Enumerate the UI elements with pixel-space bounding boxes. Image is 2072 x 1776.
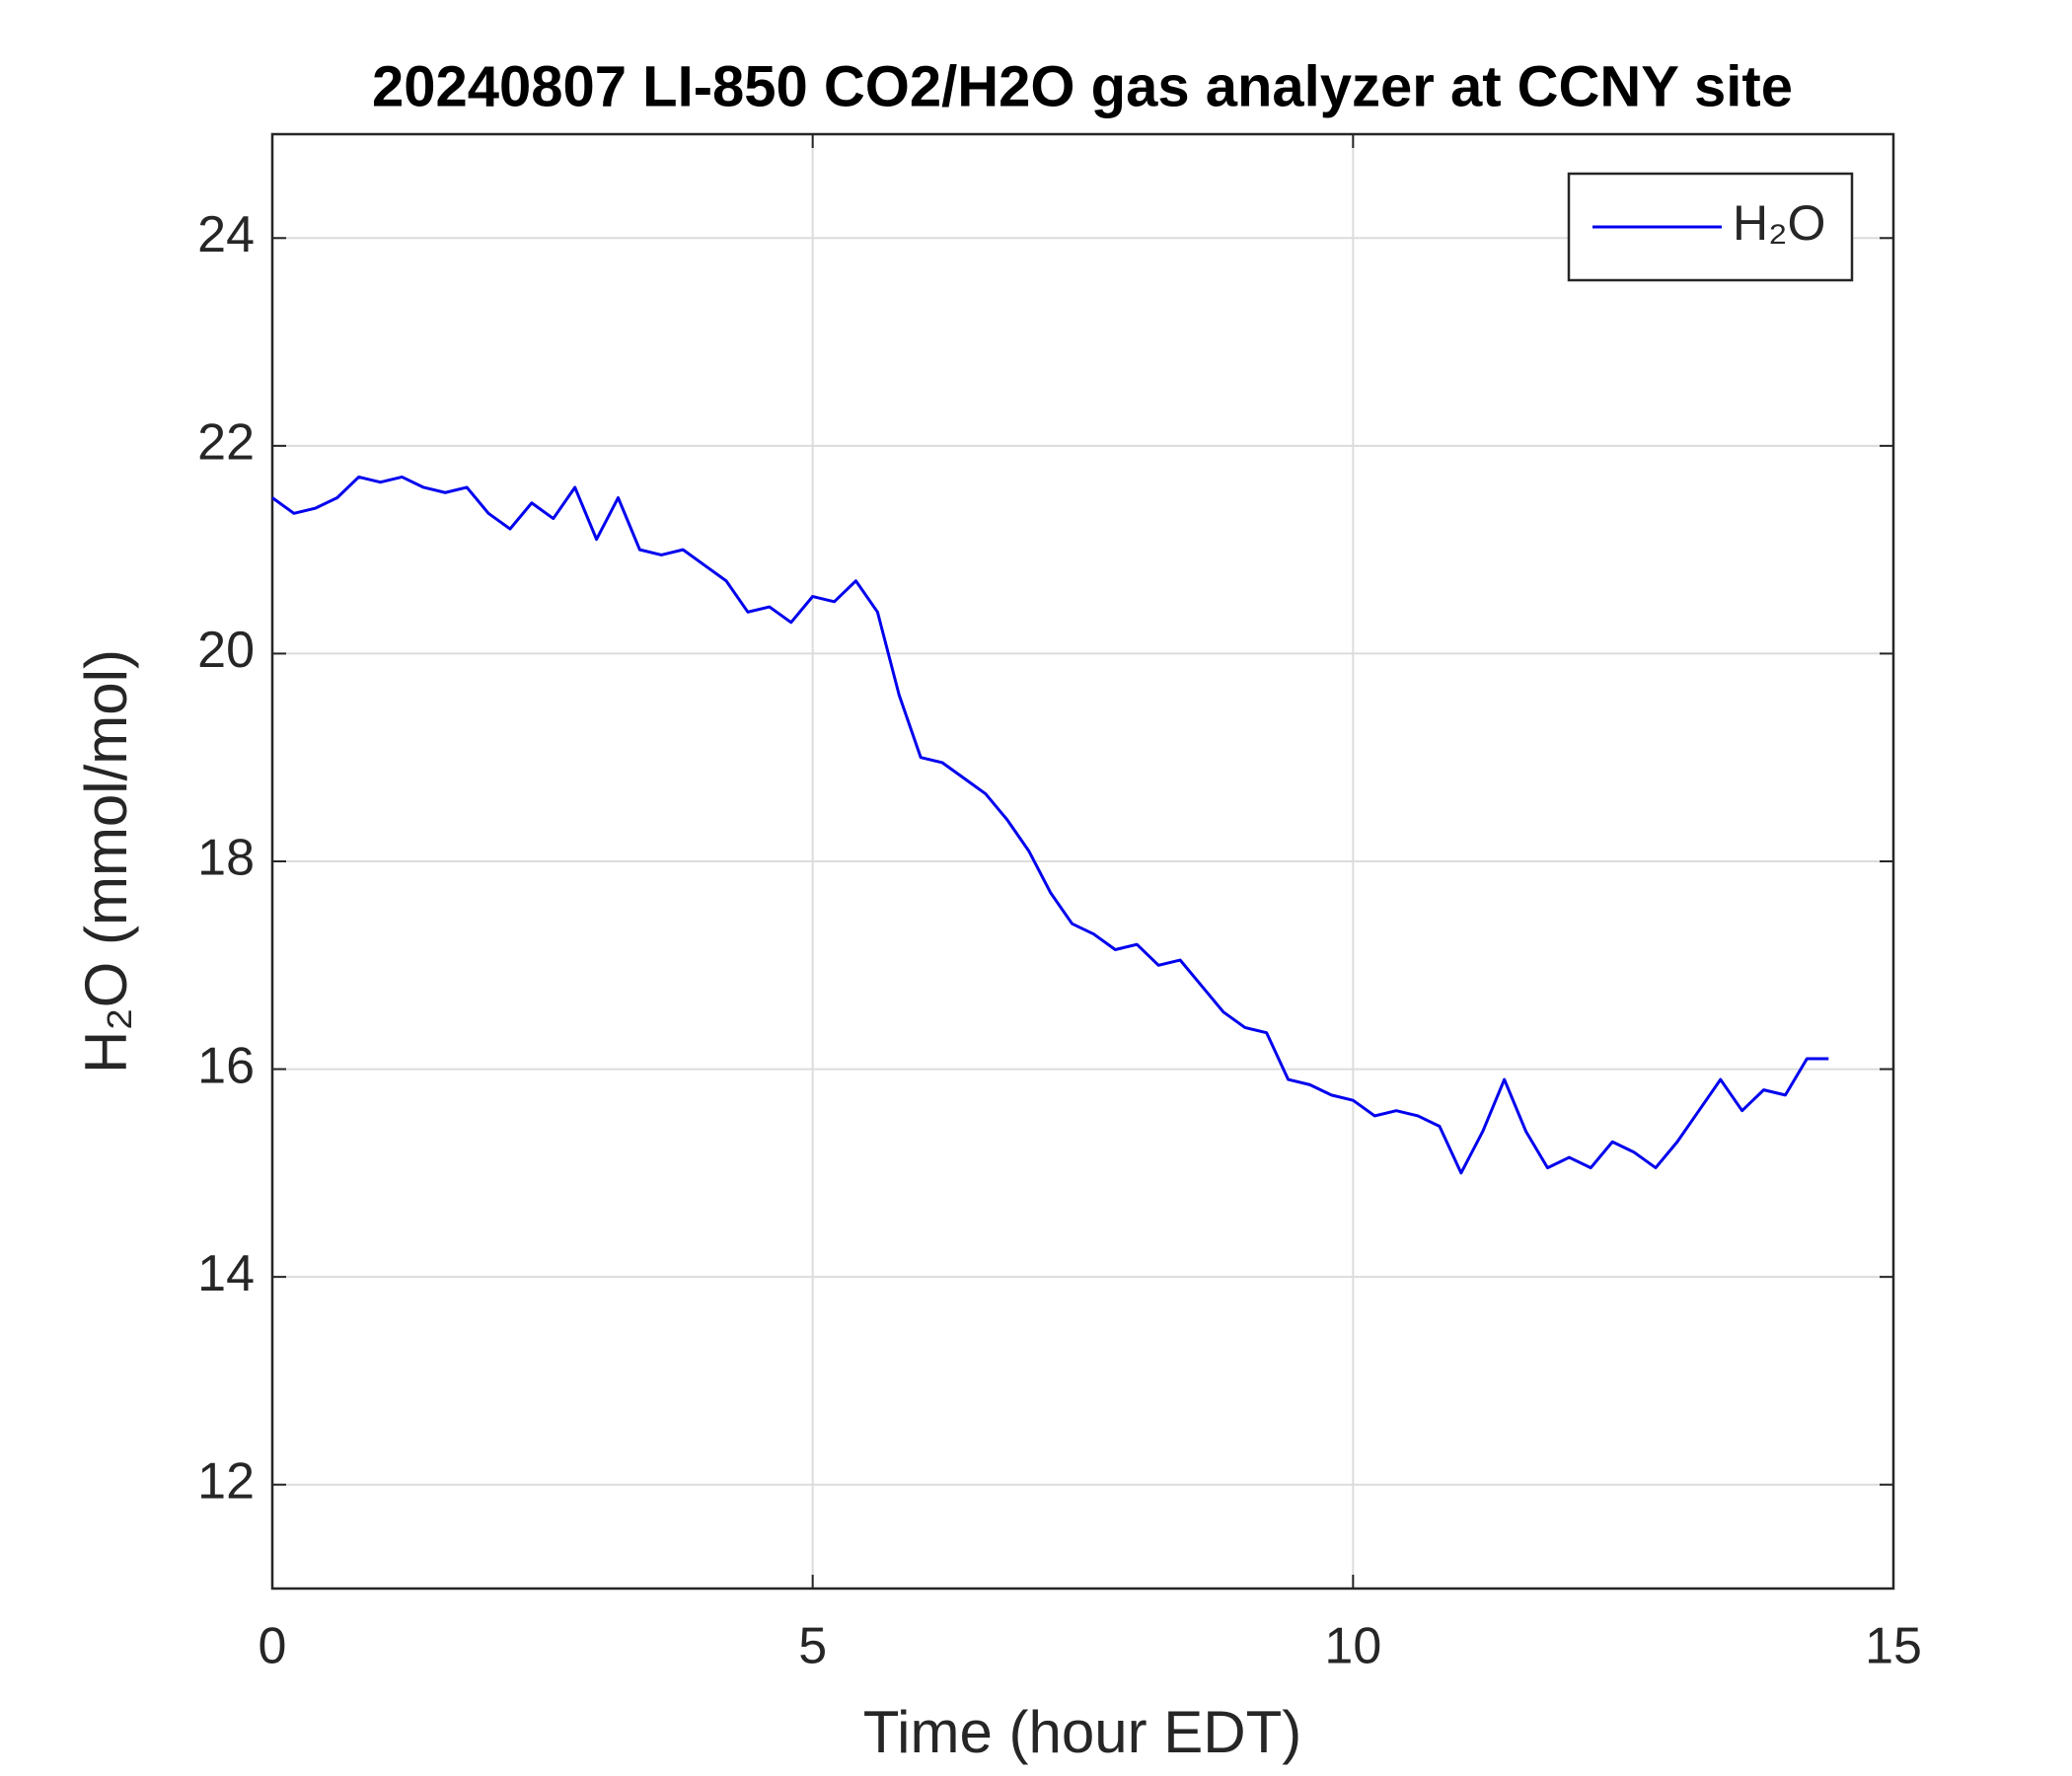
chart-title: 20240807 LI-850 CO2/H2O gas analyzer at … <box>372 54 1793 118</box>
x-axis-label: Time (hour EDT) <box>863 1699 1302 1765</box>
y-tick-label: 24 <box>197 206 255 263</box>
plot-frame <box>270 132 1895 1591</box>
legend-label: H₂O <box>1733 195 1825 251</box>
y-tick-label: 14 <box>197 1245 255 1302</box>
y-tick-label: 18 <box>197 830 255 887</box>
y-tick-label: 22 <box>197 414 255 472</box>
x-tick-label: 10 <box>1324 1618 1381 1675</box>
y-axis-label: H₂O (mmol/mol) <box>73 649 139 1073</box>
y-tick-label: 20 <box>197 622 255 679</box>
y-tick-label: 16 <box>197 1037 255 1094</box>
x-tick-label: 15 <box>1865 1618 1922 1675</box>
x-tick-label: 5 <box>798 1618 827 1675</box>
y-tick-label: 12 <box>197 1452 255 1510</box>
data-line <box>271 475 1829 1175</box>
x-tick-label: 0 <box>259 1618 287 1675</box>
